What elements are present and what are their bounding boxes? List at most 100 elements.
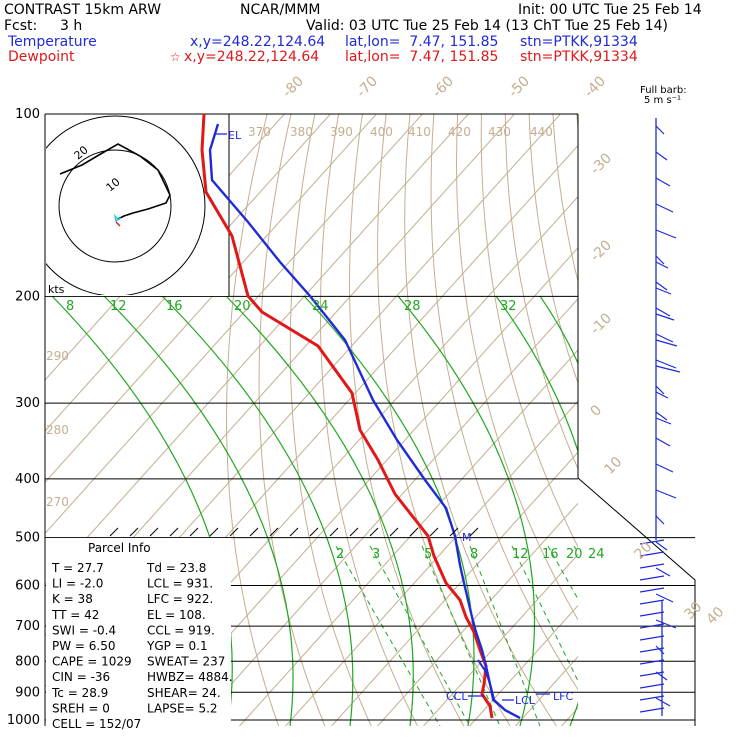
dry-adiabat-450	[737, 86, 740, 733]
hatch-mark	[369, 527, 379, 537]
freezing-level-hatch	[109, 527, 479, 537]
isotherm-label--30: -30	[588, 150, 615, 177]
parcel-row-right: SHEAR= 24.	[147, 686, 221, 700]
theta-label-390: 390	[330, 125, 353, 139]
wind-barb	[655, 151, 668, 161]
hodograph-ring-inner	[58, 149, 172, 263]
barb-legend-title: Full barb:	[640, 85, 687, 96]
isotherm-label--70: -70	[354, 73, 381, 100]
hatch-mark	[189, 527, 199, 537]
wind-barb	[655, 489, 677, 499]
hodograph-surface-marker	[115, 221, 121, 227]
theta-label-280: 280	[46, 423, 69, 437]
parcel-row-left: SWI = -0.4	[52, 623, 116, 637]
pressure-label-600: 600	[15, 579, 40, 594]
parcel-row-left: K = 38	[52, 592, 93, 606]
dry-adiabat-420	[667, 86, 740, 733]
pressure-label-1000: 1000	[7, 713, 40, 728]
wind-barb-low	[639, 587, 665, 593]
parcel-row-right: YGP = 0.1	[146, 639, 208, 653]
wind-barb-feather	[655, 261, 669, 269]
moist-label-upper-12: 12	[110, 299, 127, 314]
temperature-legend-label: Temperature	[8, 34, 97, 50]
isotherm-50	[601, 86, 740, 733]
parcel-info-title: Parcel Info	[88, 541, 151, 555]
lcl-label: LCL	[515, 694, 536, 707]
org-label: NCAR/MMM	[240, 2, 321, 18]
pressure-label-200: 200	[15, 289, 40, 304]
wind-barb	[655, 463, 674, 473]
isotherm--40	[192, 298, 578, 726]
temperature-profile-line	[208, 123, 521, 720]
hatch-mark	[289, 527, 299, 537]
theta-label-400: 400	[370, 125, 393, 139]
wind-barb-low	[639, 539, 665, 545]
isotherm-0	[376, 502, 578, 726]
moist-label-upper-20: 20	[234, 299, 251, 314]
wind-barb	[655, 645, 665, 655]
wind-barb	[655, 281, 668, 291]
dewpoint-legend-label: Dewpoint	[8, 49, 75, 65]
wind-barb	[655, 593, 674, 603]
isotherm--50	[146, 247, 578, 726]
dry-adiabat-390	[598, 86, 740, 733]
theta-label-380: 380	[290, 125, 313, 139]
wind-barb	[655, 619, 677, 629]
moist-label-upper-24: 24	[312, 299, 329, 314]
pressure-label-800: 800	[15, 654, 40, 669]
moist-adiabat-20	[225, 295, 414, 726]
parcel-row-right: EL = 108.	[147, 608, 206, 622]
wind-barb	[655, 359, 677, 369]
wind-barb	[655, 515, 665, 525]
m-label: M	[462, 531, 472, 544]
hodograph-units-label: kts	[48, 283, 65, 296]
mixing-label-16: 16	[542, 547, 559, 562]
wind-barb-low	[639, 551, 665, 557]
wind-barb	[655, 125, 665, 135]
wind-barb-feather	[655, 417, 672, 425]
plot-frame	[44, 113, 696, 726]
wind-barb-low	[639, 611, 665, 617]
moist-label-upper-8: 8	[66, 299, 74, 314]
wind-barb-low	[639, 647, 665, 653]
mixing-label-5: 5	[424, 547, 432, 562]
moist-label-upper-16: 16	[166, 299, 183, 314]
hatch-mark	[409, 527, 419, 537]
dry-adiabat-250	[226, 114, 280, 726]
parcel-row-right: HWBZ= 4884.	[147, 670, 233, 684]
hatch-mark	[329, 527, 339, 537]
dry-adiabat-360	[528, 114, 578, 385]
ccl-label: CCL	[446, 690, 468, 703]
hatch-mark	[249, 527, 259, 537]
moist-adiabat-extra-0	[539, 295, 578, 365]
isotherm-10	[422, 553, 578, 726]
wind-barb	[655, 437, 671, 447]
isotherm-label-10: 10	[602, 454, 626, 478]
valid-time: Valid: 03 UTC Tue 25 Feb 14 (13 ChT Tue …	[306, 18, 669, 34]
dewpoint-xy: x,y=248.22,124.64	[184, 49, 320, 65]
dry-adiabat-350	[504, 114, 578, 471]
wind-barb	[655, 697, 671, 707]
dry-adiabat-330	[455, 114, 578, 621]
wind-barb-low	[639, 683, 665, 689]
moist-adiabat-8	[51, 295, 233, 726]
theta-label-440: 440	[530, 125, 553, 139]
mixing-label-2: 2	[336, 547, 344, 562]
isotherm-label--60: -60	[430, 73, 457, 100]
isotherm--10	[330, 451, 578, 726]
dewpoint-latlon: lat,lon= 7.47, 151.85	[345, 49, 499, 65]
dry-adiabat-410	[644, 86, 740, 733]
parcel-row-left: SREH = 0	[52, 701, 110, 715]
wind-barb	[655, 255, 665, 265]
mixing-line-5	[421, 545, 501, 726]
wind-barb-low	[639, 671, 665, 677]
isotherm-label-0: 0	[588, 402, 606, 420]
wind-barb-low	[639, 695, 665, 701]
pressure-label-900: 900	[15, 685, 40, 700]
fcst-value: 3 h	[60, 18, 83, 34]
pressure-label-300: 300	[15, 396, 40, 411]
wind-barb	[655, 385, 665, 395]
parcel-row-right: LAPSE= 5.2	[147, 701, 218, 715]
dry-adiabat-440	[713, 86, 740, 733]
mixing-line-12	[511, 545, 578, 683]
